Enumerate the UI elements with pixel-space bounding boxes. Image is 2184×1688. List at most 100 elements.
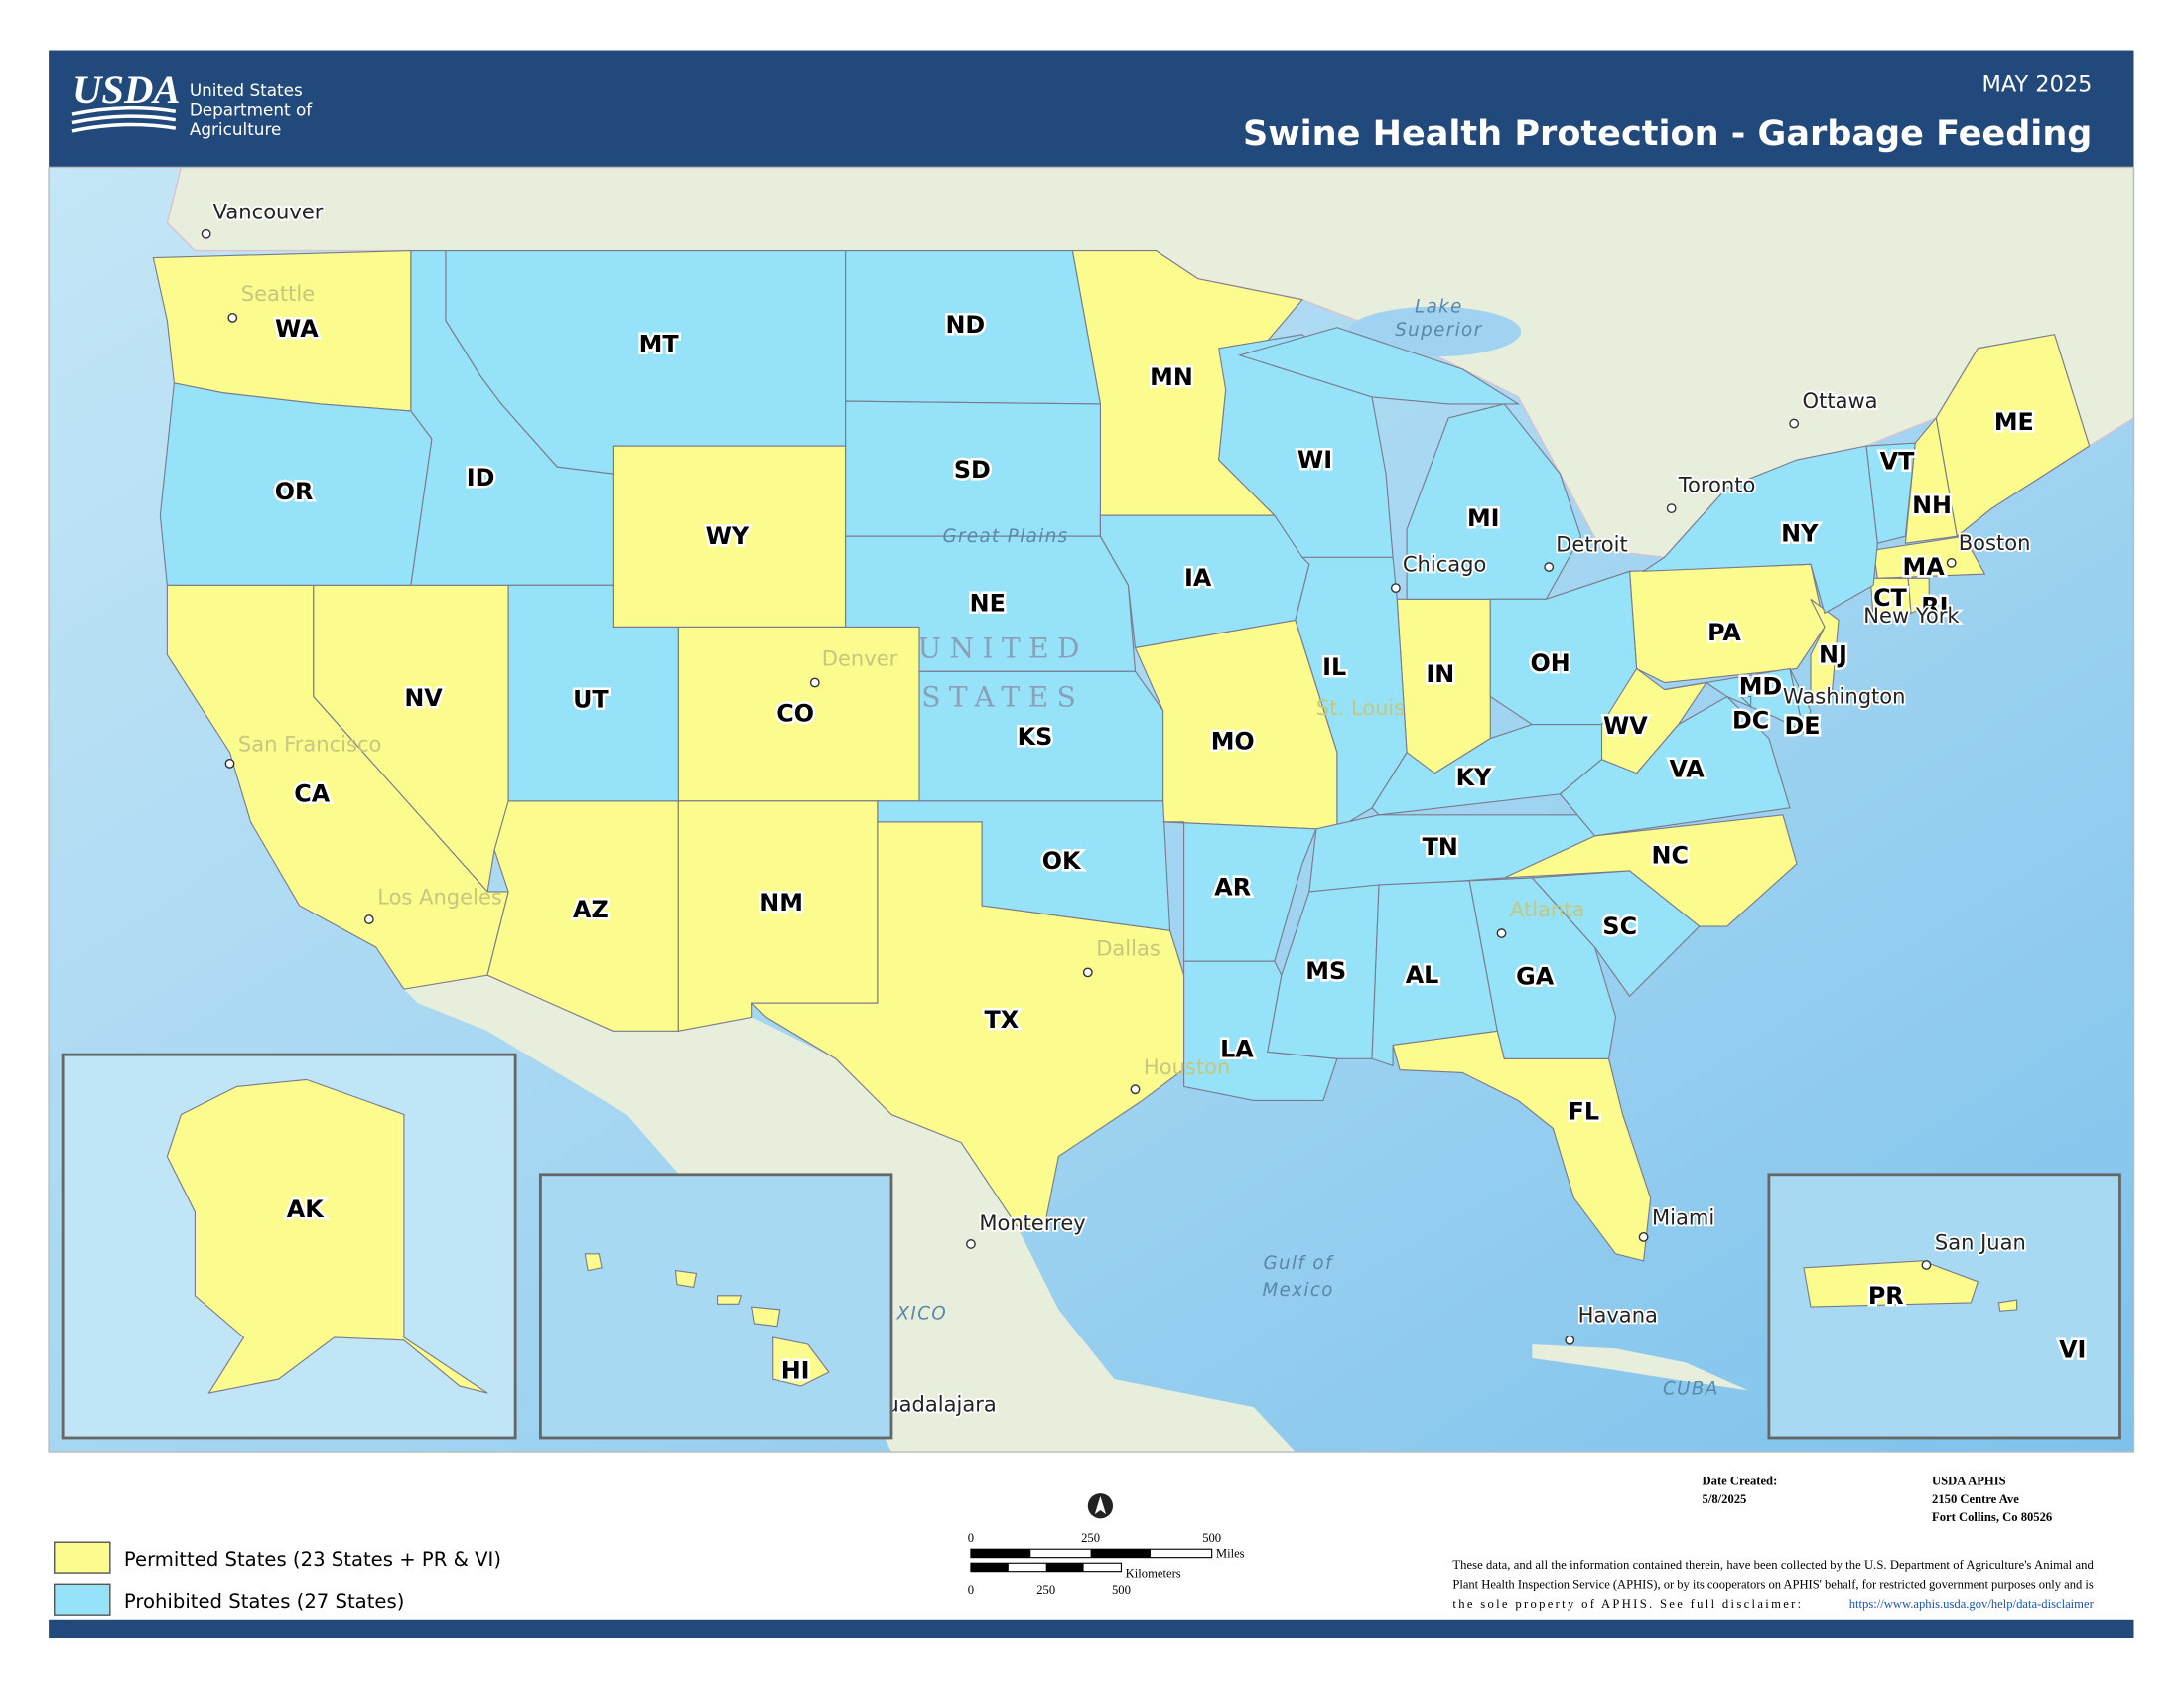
state-shape (507, 584, 679, 802)
place-label: Houston (1144, 1055, 1230, 1079)
state-label: FL (1569, 1098, 1599, 1126)
place-label: Denver (822, 646, 898, 671)
state-label: AZ (573, 896, 609, 923)
place-dot (1638, 1232, 1649, 1242)
place-label: Ottawa (1803, 388, 1878, 413)
state-shape (1371, 724, 1603, 816)
place-dot (1565, 1335, 1575, 1345)
legend-swatch (54, 1541, 111, 1574)
state-shape (717, 1295, 743, 1305)
state-label: MA (1903, 553, 1946, 581)
state-label: KS (1018, 723, 1053, 751)
place-label: Havana (1578, 1303, 1658, 1328)
state-label: ME (1994, 408, 2034, 436)
state-label: PA (1707, 619, 1741, 646)
feature-label: Great Plains (942, 526, 1068, 547)
state-shape (166, 1078, 488, 1394)
place-label: Chicago (1403, 551, 1487, 576)
agency-line: Department of (190, 99, 313, 119)
state-label: TX (984, 1006, 1019, 1034)
feature-label: XICO (896, 1304, 948, 1325)
state-label: MN (1150, 363, 1193, 391)
place-dot (227, 313, 238, 323)
feature-label: CUBA (1663, 1378, 1719, 1399)
place-label: Atlanta (1510, 897, 1584, 921)
state-shape (1907, 577, 1930, 615)
state-label: TN (1423, 833, 1458, 861)
place-dot (1496, 928, 1507, 938)
legend-label: Prohibited States (27 States) (124, 1590, 405, 1613)
state-label: VI (2059, 1336, 2086, 1363)
state-shape (1295, 556, 1408, 830)
place-dot (809, 677, 820, 688)
scale-bar (970, 1563, 1009, 1572)
agency-line: Agriculture (190, 119, 282, 139)
org-line: USDA APHIS (1932, 1475, 2006, 1488)
place-label: Boston (1959, 530, 2031, 555)
state-label: MS (1305, 957, 1346, 985)
state-label: MD (1739, 673, 1783, 701)
state-label: NY (1781, 519, 1819, 547)
state-label: HI (781, 1357, 810, 1385)
place-label: Monterrey (979, 1210, 1085, 1235)
org-line: Fort Collins, Co 80526 (1932, 1510, 2052, 1524)
place-label: Los Angeles (377, 885, 502, 910)
lake (1348, 306, 1522, 357)
scale-bar (1090, 1549, 1151, 1558)
state-shape (1237, 327, 1521, 405)
disclaimer-line: Plant Health Inspection Service (APHIS),… (1452, 1578, 2093, 1592)
state-shape (1997, 1299, 2018, 1312)
state-shape (1789, 668, 1812, 734)
date-created: 5/8/2025 (1703, 1492, 1747, 1506)
state-label: NJ (1819, 640, 1847, 668)
state-label: ID (467, 464, 495, 492)
org-line: 2150 Centre Ave (1932, 1492, 2019, 1506)
state-shape (1739, 695, 1752, 708)
place-label: Detroit (1556, 532, 1628, 557)
place-dot (201, 228, 211, 239)
scale-label: 500 (1112, 1583, 1131, 1597)
state-label: MT (639, 330, 680, 357)
place-label: St. Louis (1316, 695, 1405, 720)
state-label: SC (1602, 913, 1637, 940)
map-date: MAY 2025 (1981, 72, 2092, 98)
state-label: PR (1868, 1282, 1904, 1310)
scale-bar (1045, 1563, 1084, 1572)
map-frame: WA NV CA WY CO AZ NM TX MN MO IN WV PA NJ NC FL ME NH MA CT… (49, 167, 2134, 1453)
feature-label: STATES (921, 680, 1084, 713)
state-label: ND (945, 311, 985, 339)
state-shape (772, 1336, 830, 1387)
scale-bar (970, 1549, 1031, 1558)
cuba-land (1532, 1343, 1748, 1391)
logo-swoosh (71, 105, 177, 133)
agency-line: United States (190, 80, 303, 100)
state-label: VT (1880, 447, 1915, 475)
place-label: San Juan (1935, 1230, 2026, 1255)
state-label: MO (1211, 727, 1255, 755)
state-label: SD (954, 456, 991, 484)
state-label: IN (1426, 660, 1454, 688)
state-label: CA (294, 780, 330, 808)
north-arrow-head (1094, 1495, 1107, 1515)
scale-label: 250 (1036, 1583, 1055, 1597)
state-label: CT (1873, 584, 1907, 612)
date-label: Date Created: (1703, 1475, 1778, 1488)
state-label: WI (1297, 446, 1332, 474)
map-border (48, 166, 2135, 1453)
scale-unit: Kilometers (1126, 1566, 1181, 1580)
feature-label: Gulf of (1263, 1253, 1333, 1274)
state-label: DC (1732, 706, 1769, 734)
state-shape (1872, 535, 1986, 579)
state-label: NM (759, 889, 803, 916)
disclaimer-link[interactable]: https://www.aphis.usda.gov/help/data-dis… (1849, 1597, 2095, 1611)
feature-label: Lake (1415, 296, 1463, 317)
states: WA NV CA WY CO AZ NM TX MN MO IN WV PA NJ NC FL ME NH MA CT… (152, 249, 2091, 1262)
state-label: OR (275, 478, 314, 505)
place-dot (1789, 418, 1800, 429)
logo: USDA (72, 68, 180, 112)
place-label: New York (1863, 603, 1960, 628)
state-label: KY (1456, 764, 1492, 791)
place-dot (966, 1239, 976, 1249)
state-label: OH (1530, 649, 1570, 677)
state-shape (166, 584, 509, 990)
